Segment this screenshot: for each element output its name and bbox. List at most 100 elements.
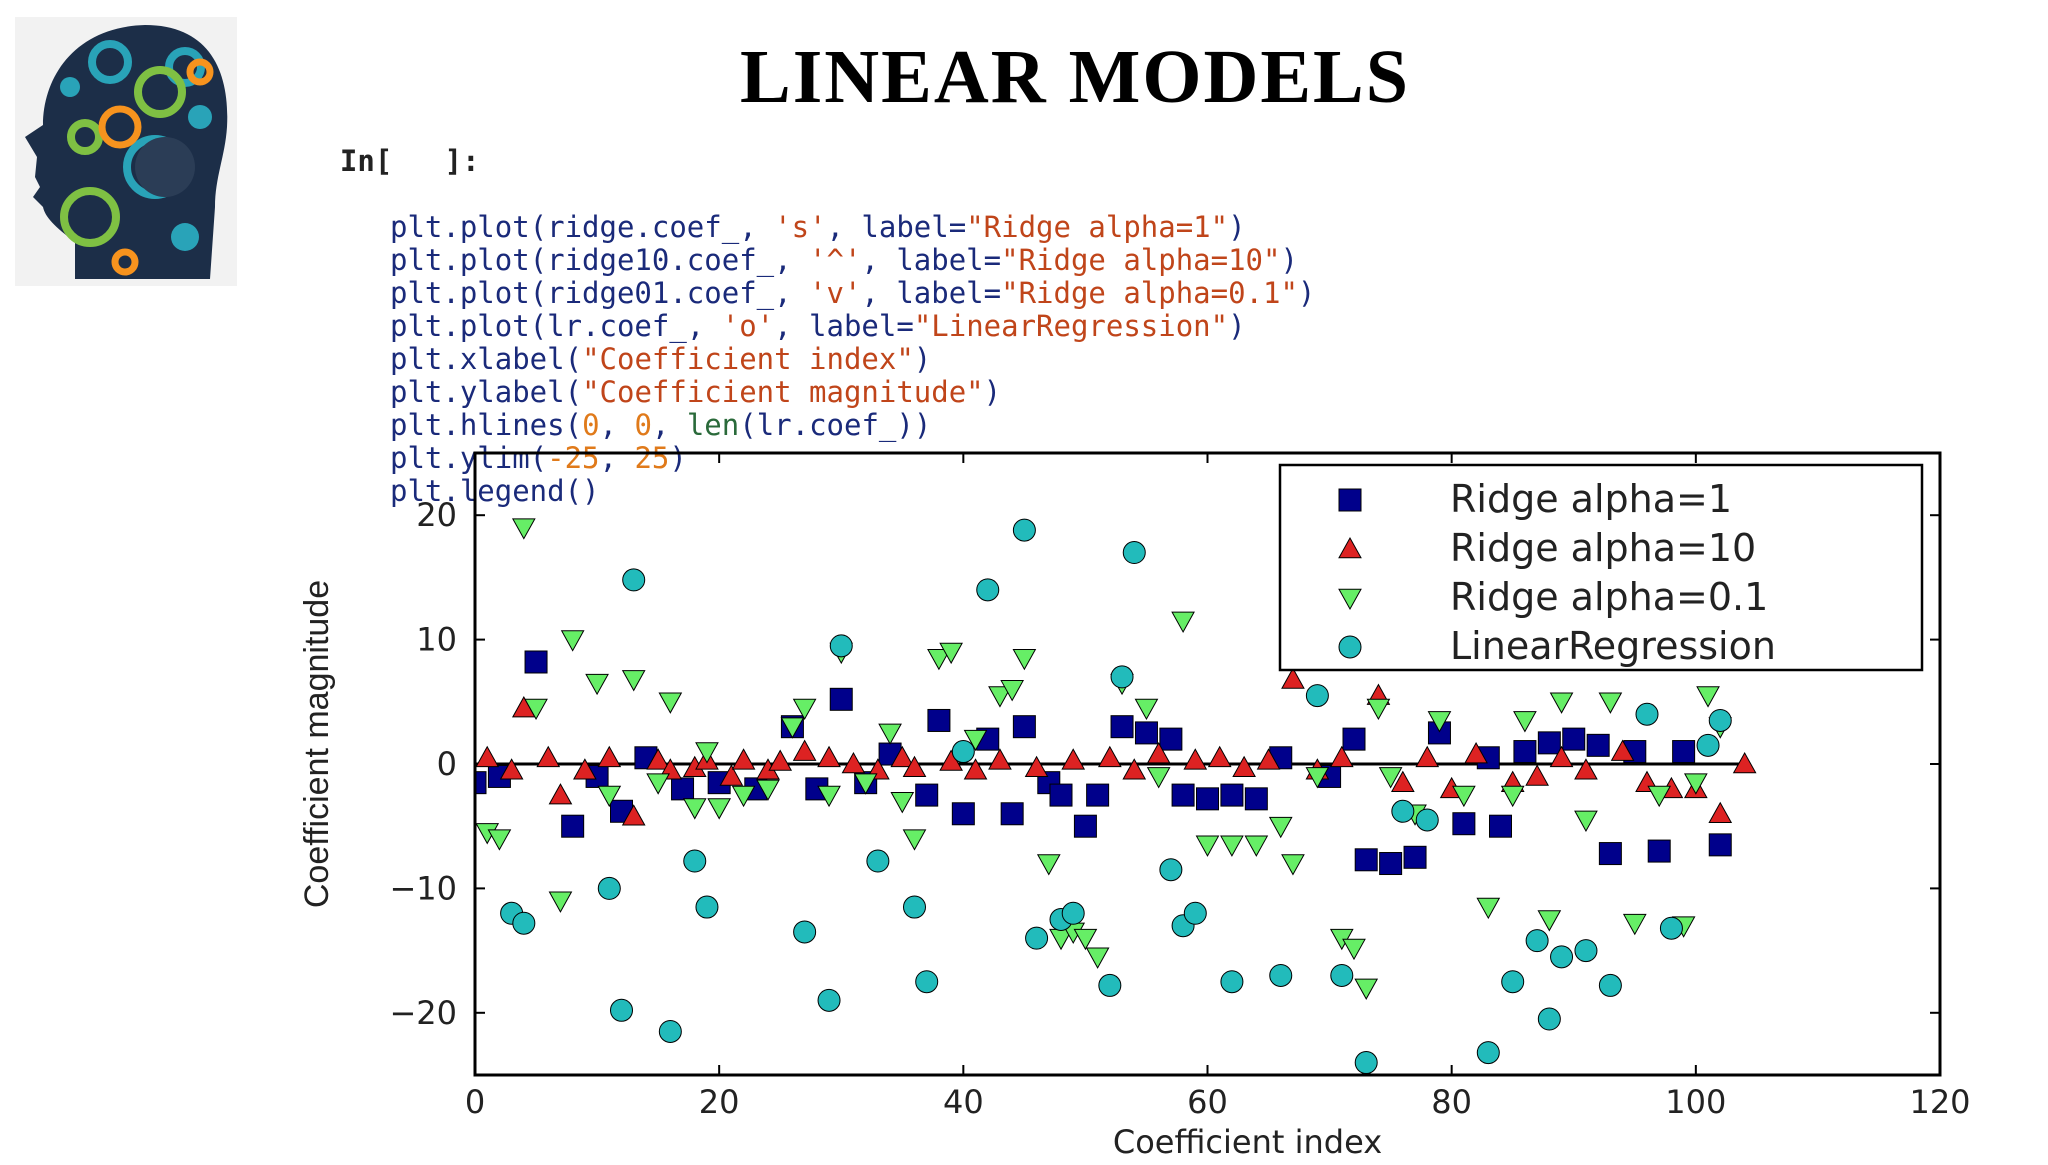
linearregression-point <box>951 740 975 764</box>
code-token: plt.ylim( <box>390 441 548 475</box>
linearregression-point <box>1098 973 1122 997</box>
ridge-alpha-1-point <box>561 814 585 838</box>
linearregression-point <box>610 998 633 1022</box>
linearregression-point <box>1525 929 1549 953</box>
ridge-alpha-0-1-point <box>939 642 963 665</box>
ridge-alpha-0-1-point <box>1342 938 1366 961</box>
linearregression-point <box>1598 973 1622 997</box>
linearregression-point <box>817 988 841 1012</box>
ridge-alpha-0-1-point <box>695 742 719 764</box>
ridge-alpha-0-1-point <box>1244 835 1269 857</box>
ridge-alpha-0-1-point <box>1220 835 1244 857</box>
code-token: "LinearRegression" <box>913 309 1229 343</box>
y-tick-label: 0 <box>437 745 457 783</box>
linearregression-point <box>1501 970 1525 994</box>
ridge-alpha-0-1-point <box>597 785 622 808</box>
ridge-alpha-10-point <box>475 745 500 768</box>
code-token: ) <box>1228 210 1246 244</box>
x-tick-label: 20 <box>699 1083 740 1121</box>
ridge-alpha-10-point <box>499 758 524 780</box>
ridge-alpha-1-point <box>1244 787 1268 811</box>
ridge-alpha-10-point <box>841 751 866 774</box>
ridge-alpha-1-point <box>1403 845 1427 869</box>
ridge-alpha-0-1-point <box>1171 611 1195 633</box>
ridge-alpha-10-point <box>573 758 597 780</box>
code-token: 25 <box>634 441 670 475</box>
ridge-alpha-10-point <box>1232 755 1256 778</box>
ridge-alpha-0-1-point <box>658 692 683 714</box>
linearregression-point <box>1476 1041 1500 1065</box>
ridge-alpha-0-1-point <box>1085 947 1110 969</box>
code-line: plt.plot(ridge01.coef_, 'v', label="Ridg… <box>305 277 1315 310</box>
legend-label: LinearRegression <box>1450 624 1776 668</box>
code-token: ) <box>1297 276 1316 310</box>
legend-marker <box>1338 488 1362 512</box>
legend-label: Ridge alpha=0.1 <box>1450 575 1768 619</box>
ridge-alpha-10-point <box>646 748 670 770</box>
ridge-alpha-1-point <box>1647 839 1671 863</box>
ridge-alpha-1-point <box>1513 740 1537 764</box>
code-token: -25 <box>547 441 600 475</box>
y-tick-label: −20 <box>389 994 457 1032</box>
linearregression-point <box>976 578 1000 602</box>
code-token: , label= <box>861 276 1002 310</box>
code-token: 0 <box>634 408 652 442</box>
ridge-alpha-0-1-point <box>1513 711 1537 733</box>
code-token: 0 <box>582 408 600 442</box>
linearregression-point <box>1305 684 1329 708</box>
code-token: plt.plot(ridge01.coef_, <box>390 276 810 310</box>
x-tick-label: 120 <box>1909 1083 1970 1121</box>
ridge-alpha-1-point <box>1196 787 1219 811</box>
linearregression-point <box>793 920 817 944</box>
ridge-alpha-10-point <box>988 748 1012 770</box>
ridge-alpha-10-point <box>1732 751 1757 774</box>
linearregression-point <box>1635 702 1659 726</box>
ridge-alpha-0-1-point <box>1012 648 1037 671</box>
ridge-alpha-1-point <box>671 777 695 801</box>
legend-marker <box>1338 588 1362 611</box>
ridge-alpha-10-point <box>621 804 646 826</box>
ridge-alpha-0-1-point <box>621 670 646 692</box>
code-token: ) <box>669 441 687 475</box>
ridge-alpha-0-1-point <box>1427 711 1452 733</box>
y-tick-label: −10 <box>389 869 457 907</box>
ridge-alpha-1-point <box>1586 733 1610 757</box>
ridge-alpha-1-point <box>1452 812 1476 836</box>
ridge-alpha-0-1-point <box>560 630 585 652</box>
legend-box <box>1278 463 1924 672</box>
ridge-alpha-0-1-point <box>1537 910 1562 932</box>
ridge-alpha-1-point <box>1110 715 1134 739</box>
linearregression-point <box>1391 799 1415 823</box>
code-line: plt.legend() <box>305 475 1315 508</box>
ridge-alpha-0-1-point <box>1036 854 1061 876</box>
ridge-alpha-0-1-point <box>1622 913 1647 936</box>
ridge-alpha-0-1-point <box>1549 692 1574 714</box>
ridge-alpha-0-1-point <box>927 648 951 671</box>
ridge-alpha-10-point <box>548 783 573 805</box>
code-token: plt.xlabel( <box>390 342 583 376</box>
code-token: , label= <box>861 243 1002 277</box>
linearregression-point <box>512 911 536 935</box>
code-line: plt.ylim(-25, 25) <box>305 442 1315 475</box>
legend-marker <box>1338 536 1362 559</box>
y-tick-label: 20 <box>416 496 457 534</box>
code-line: plt.hlines(0, 0, len(lr.coef_)) <box>305 409 1315 442</box>
ridge-alpha-0-1-point <box>780 717 805 739</box>
ridge-alpha-0-1-point <box>1354 978 1379 1000</box>
linearregression-point <box>1159 858 1183 882</box>
ridge-alpha-0-1-point <box>707 798 732 820</box>
ridge-alpha-10-point <box>902 755 927 778</box>
x-tick-label: 0 <box>465 1083 485 1121</box>
slide-title: LINEAR MODELS <box>740 35 1410 119</box>
code-token: ) <box>983 375 1002 409</box>
linearregression-point <box>658 1019 682 1043</box>
code-token: ) <box>1280 243 1298 277</box>
code-token: plt.plot(ridge.coef_, <box>390 210 775 244</box>
ridge-alpha-10-point <box>536 745 561 768</box>
ridge-alpha-1-point <box>1342 727 1366 751</box>
legend-marker <box>1338 635 1362 659</box>
linearregression-point <box>903 895 926 919</box>
code-token: len <box>686 408 740 442</box>
ridge-alpha-1-point <box>915 783 939 807</box>
ridge-alpha-1-point <box>1598 842 1622 866</box>
